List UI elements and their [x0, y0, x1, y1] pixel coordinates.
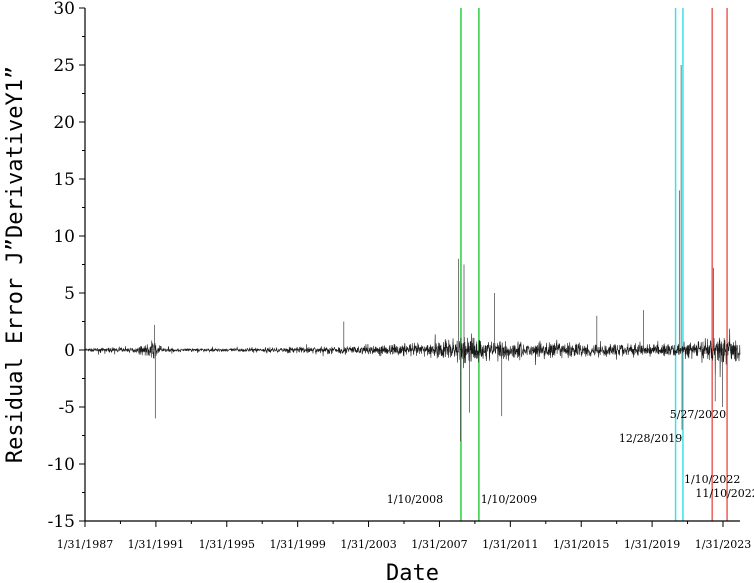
y-tick-label: 25: [53, 56, 75, 76]
y-tick-label: 15: [53, 170, 75, 190]
vertical-markers: [460, 8, 728, 521]
event-label: 5/27/2020: [670, 408, 726, 421]
x-tick-label: 1/31/2003: [340, 538, 396, 551]
event-label: 12/28/2019: [619, 432, 682, 445]
y-tick-label: -5: [58, 398, 75, 418]
x-tick-label: 1/31/2023: [695, 538, 751, 551]
axes: -15 -10 -5 0 5 10 15 20 25 30 1/31/1987 1/31/1991 1/…: [48, 0, 752, 551]
x-axis-title: Date: [386, 561, 439, 583]
x-tick-label: 1/31/1999: [269, 538, 325, 551]
residual-series: [84, 65, 741, 442]
event-label: 1/10/2022: [684, 473, 740, 486]
y-tick-label: 0: [64, 341, 75, 361]
x-tick-label: 1/31/1995: [199, 538, 255, 551]
residual-line: [84, 328, 741, 377]
event-label: 11/10/2022: [695, 487, 754, 500]
event-label: 1/10/2008: [387, 493, 443, 506]
y-tick-label: -10: [48, 455, 75, 475]
x-tick-label: 1/31/1987: [57, 538, 113, 551]
y-axis-title: Residual Error J”DerivativeY1”: [3, 66, 28, 463]
x-tick-label: 1/31/2007: [411, 538, 467, 551]
y-tick-label: 20: [53, 113, 75, 133]
x-tick-label: 1/31/1991: [128, 538, 184, 551]
y-tick-label: -15: [48, 512, 75, 532]
x-tick-label: 1/31/2011: [482, 538, 538, 551]
x-tick-label: 1/31/2019: [624, 538, 680, 551]
x-tick-label: 1/31/2015: [553, 538, 609, 551]
y-tick-label: 5: [64, 284, 75, 304]
y-tick-label: 10: [53, 227, 75, 247]
y-tick-label: 30: [53, 0, 75, 19]
event-labels: 1/10/2008 1/10/2009 12/28/2019 5/27/2020 1/1…: [387, 408, 754, 506]
event-label: 1/10/2009: [481, 493, 537, 506]
